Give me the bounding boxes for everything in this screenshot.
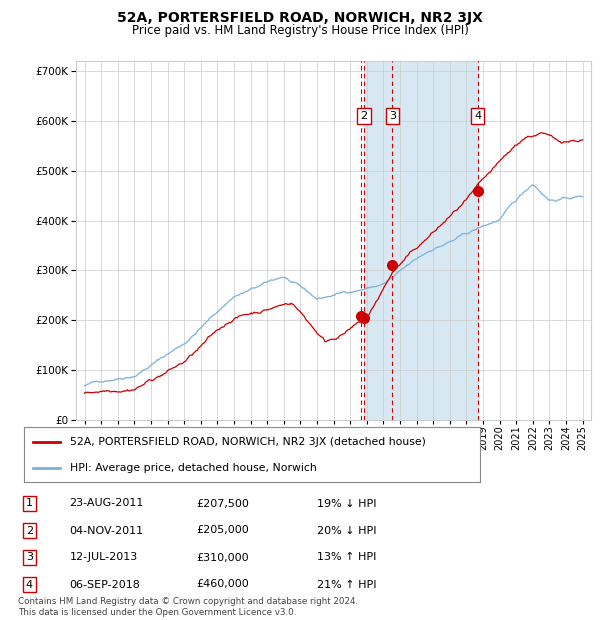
Text: £205,000: £205,000	[196, 526, 249, 536]
Text: 06-SEP-2018: 06-SEP-2018	[70, 580, 140, 590]
Text: Contains HM Land Registry data © Crown copyright and database right 2024.
This d: Contains HM Land Registry data © Crown c…	[18, 598, 358, 617]
Text: 12-JUL-2013: 12-JUL-2013	[70, 552, 138, 562]
Text: Price paid vs. HM Land Registry's House Price Index (HPI): Price paid vs. HM Land Registry's House …	[131, 24, 469, 37]
Text: 52A, PORTERSFIELD ROAD, NORWICH, NR2 3JX: 52A, PORTERSFIELD ROAD, NORWICH, NR2 3JX	[117, 11, 483, 25]
Text: 4: 4	[26, 580, 33, 590]
Text: 1: 1	[26, 498, 33, 508]
Text: HPI: Average price, detached house, Norwich: HPI: Average price, detached house, Norw…	[70, 463, 316, 473]
Text: 04-NOV-2011: 04-NOV-2011	[70, 526, 144, 536]
Text: 13% ↑ HPI: 13% ↑ HPI	[317, 552, 377, 562]
Text: £207,500: £207,500	[196, 498, 249, 508]
Text: 3: 3	[26, 552, 33, 562]
Text: 20% ↓ HPI: 20% ↓ HPI	[317, 526, 377, 536]
Text: 21% ↑ HPI: 21% ↑ HPI	[317, 580, 377, 590]
Text: 3: 3	[389, 111, 396, 121]
Text: £310,000: £310,000	[196, 552, 249, 562]
Text: 4: 4	[474, 111, 481, 121]
Text: 19% ↓ HPI: 19% ↓ HPI	[317, 498, 377, 508]
Text: 52A, PORTERSFIELD ROAD, NORWICH, NR2 3JX (detached house): 52A, PORTERSFIELD ROAD, NORWICH, NR2 3JX…	[70, 437, 425, 447]
Text: 2: 2	[361, 111, 368, 121]
Text: £460,000: £460,000	[196, 580, 249, 590]
Text: 2: 2	[26, 526, 33, 536]
Bar	[364, 61, 478, 420]
Text: 23-AUG-2011: 23-AUG-2011	[70, 498, 144, 508]
